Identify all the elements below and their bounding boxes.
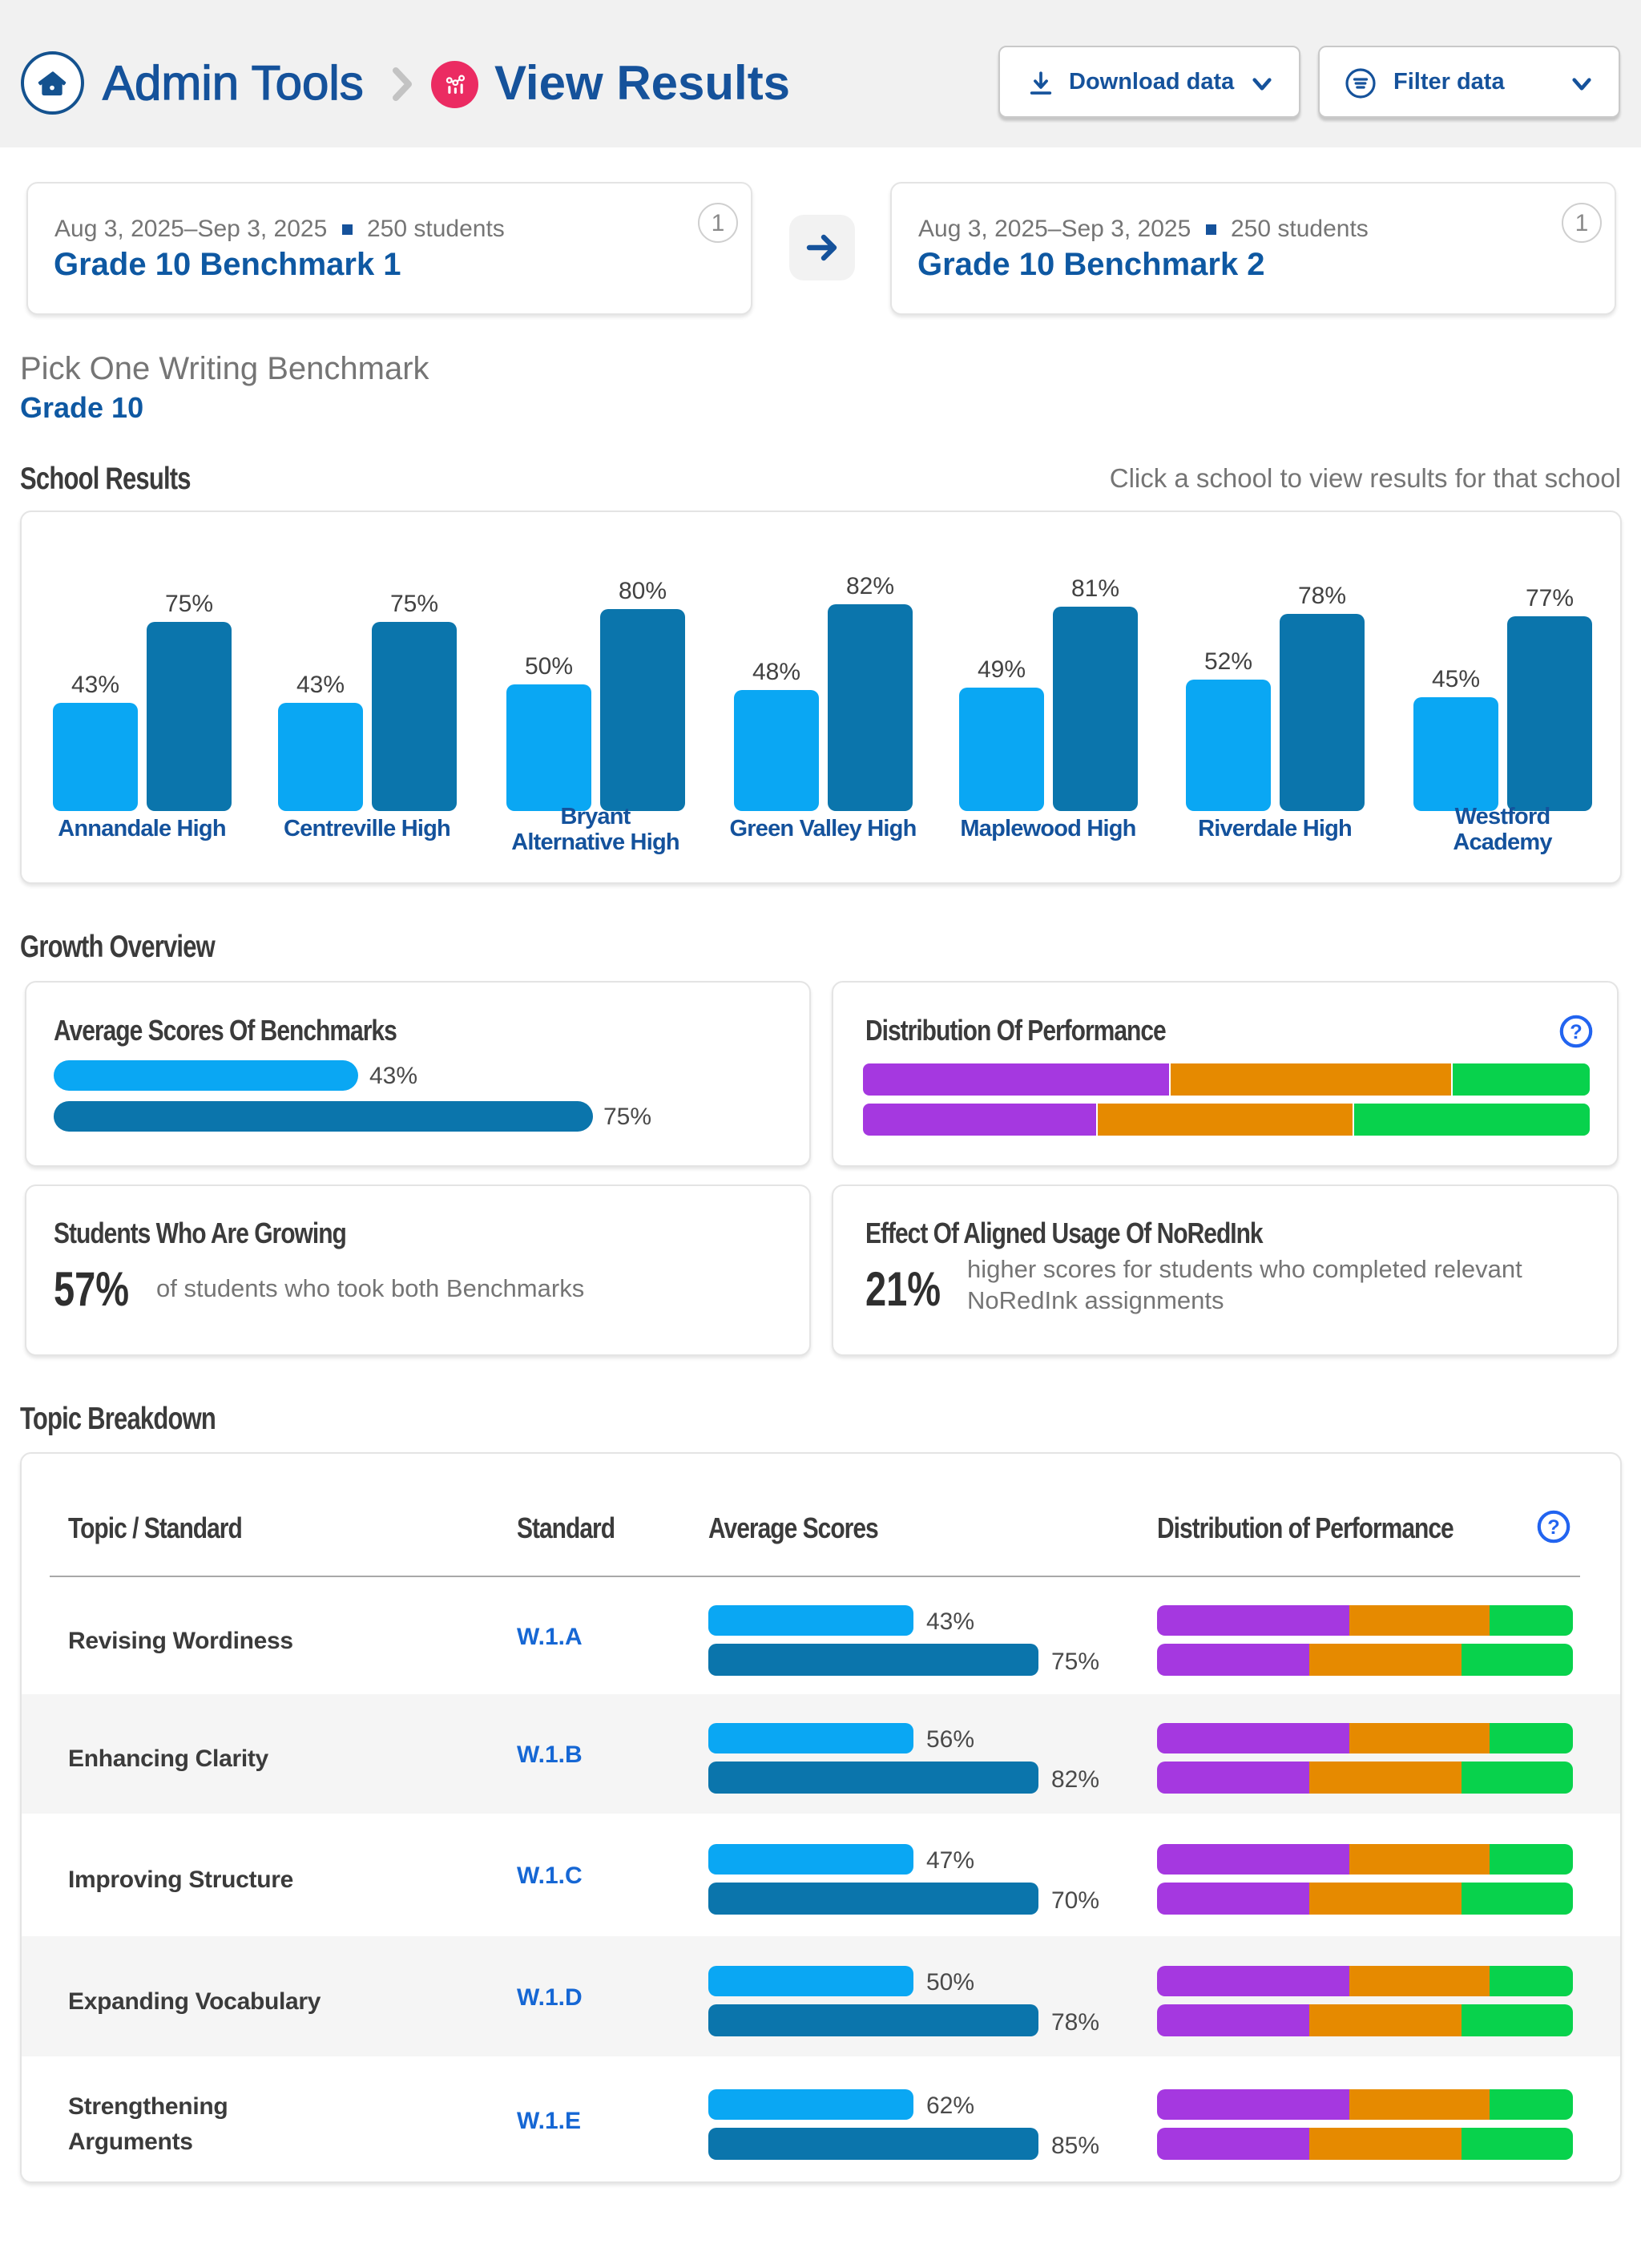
svg-text:?: ?: [1570, 1021, 1583, 1043]
svg-text:?: ?: [1547, 1516, 1560, 1539]
